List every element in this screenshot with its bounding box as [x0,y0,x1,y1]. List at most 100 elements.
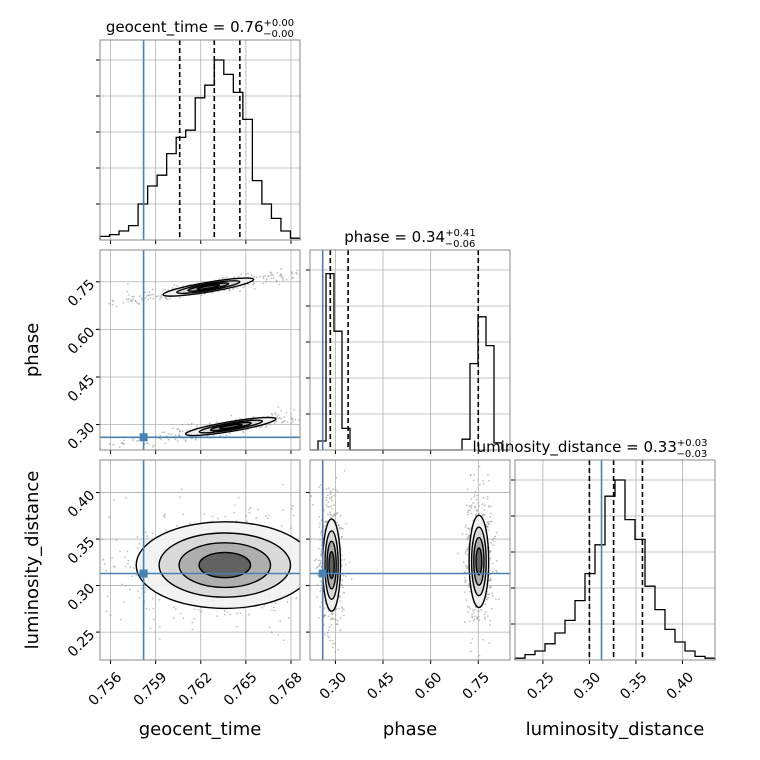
scatter-point [413,605,415,607]
scatter-point [248,613,250,616]
scatter-point [230,414,233,417]
scatter-point [494,535,496,538]
scatter-point [315,553,317,555]
scatter-point [174,608,177,610]
scatter-point [311,415,313,417]
scatter-point [145,607,148,610]
scatter-point [93,531,95,533]
scatter-point [319,560,322,562]
scatter-point [164,513,167,516]
scatter-point [159,434,162,437]
scatter-point [335,521,338,524]
scatter-point [138,596,141,599]
scatter-point [190,437,193,440]
scatter-point [481,514,484,517]
scatter-point [330,612,332,615]
scatter-point [179,612,182,615]
scatter-point [484,616,486,619]
truth-marker [318,569,327,578]
scatter-point [487,593,490,596]
scatter-point [339,617,342,620]
scatter-point [466,488,469,491]
scatter-point [198,609,200,611]
scatter-point [128,294,131,296]
scatter-point [469,505,472,507]
scatter-point [467,611,470,614]
scatter-point [158,638,161,640]
scatter-point [470,641,472,644]
scatter-point [305,572,307,574]
scatter-point [338,595,341,598]
scatter-point [495,598,497,601]
scatter-point [467,511,469,514]
scatter-point [216,421,219,423]
scatter-point [101,538,104,541]
scatter-point [259,275,261,278]
scatter-point [341,610,343,612]
scatter-point [138,303,140,306]
scatter-point [111,557,113,560]
scatter-point [362,548,364,550]
scatter-point [290,508,293,510]
scatter-point [352,613,354,615]
scatter-point [267,514,270,517]
y-tick-label-luminosity_distance: 0.40 [65,488,98,521]
scatter-point [123,556,126,558]
scatter-point [498,598,500,601]
scatter-point [239,612,242,614]
scatter-point [237,275,240,278]
scatter-point [173,284,176,286]
scatter-point [265,280,268,283]
scatter-point [472,611,475,614]
scatter-point [206,435,209,437]
scatter-point [277,634,280,636]
scatter-point [277,414,280,416]
scatter-point [483,504,486,507]
scatter-point [313,559,316,562]
scatter-point [165,529,167,531]
scatter-point [290,527,292,530]
scatter-point [269,271,272,274]
scatter-point [118,446,121,448]
scatter-point [340,526,342,529]
scatter-point [338,607,340,610]
scatter-point [339,407,341,409]
scatter-point [266,517,269,520]
scatter-point [233,276,236,279]
scatter-point [282,279,284,281]
scatter-point [216,615,219,618]
scatter-point [329,490,332,492]
scatter-point [200,610,203,613]
scatter-point [106,595,109,598]
scatter-point [278,283,281,286]
scatter-point [348,561,351,564]
diagonal-panel-phase: phase = 0.34+0.41 −0.06 [306,228,511,454]
scatter-point [473,493,476,496]
scatter-point [239,417,242,420]
y-tick-label-luminosity_distance: 0.30 [65,581,98,614]
scatter-point [231,288,234,290]
scatter-point [489,516,491,518]
scatter-point [185,439,187,441]
scatter-point [307,577,309,579]
density-contour [218,423,243,430]
scatter-point [407,558,409,560]
scatter-point [355,580,357,582]
scatter-point [283,416,285,418]
scatter-point [307,510,309,512]
scatter-point [179,496,181,499]
scatter-point [334,650,337,653]
scatter-point [350,578,353,581]
scatter-point [128,588,131,591]
scatter-point [337,619,340,622]
scatter-point [172,427,175,430]
scatter-point [330,492,332,494]
scatter-point [345,575,347,578]
scatter-point [301,271,303,273]
scatter-point [74,313,76,315]
y-tick-label-phase: 0.75 [65,277,98,310]
histogram-geocent_time [99,59,301,240]
scatter-point [133,567,135,569]
scatter-point [159,298,161,300]
scatter-point [150,294,153,296]
